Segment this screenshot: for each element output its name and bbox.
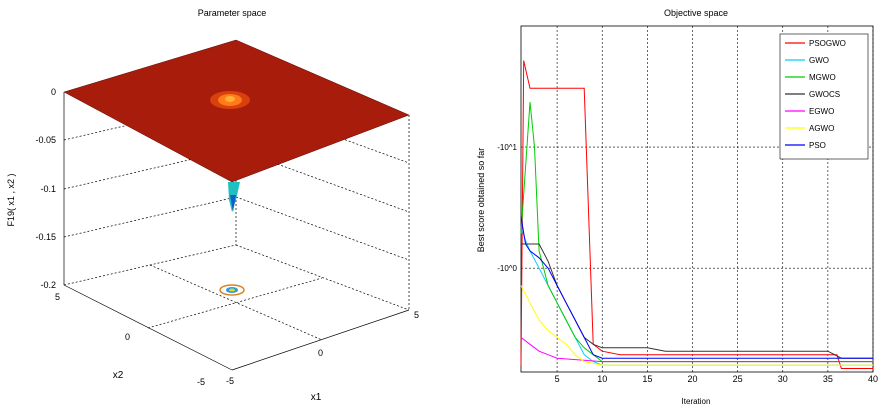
x2-ticks: 5 0 -5 [55, 292, 205, 387]
z-ticks: 0 -0.05 -0.1 -0.15 -0.2 [35, 87, 56, 290]
x1-axis-label: x1 [311, 392, 322, 403]
z-tick: 0 [51, 87, 56, 97]
x2-tick: 0 [125, 332, 130, 342]
x1-ticks: -5 0 5 [226, 310, 419, 386]
z-tick: -0.15 [35, 232, 56, 242]
z-tick: -0.05 [35, 135, 56, 145]
z-tick: -0.1 [40, 184, 56, 194]
x1-tick: 0 [318, 348, 323, 358]
x2-tick: 5 [55, 292, 60, 302]
surface [63, 39, 410, 212]
x1-tick: -5 [226, 376, 234, 386]
left-title: Parameter space [198, 8, 267, 18]
z-tick: -0.2 [40, 280, 56, 290]
z-axis-label: F19( x1 , x2 ) [6, 173, 16, 226]
x2-axis-label: x2 [113, 370, 124, 381]
x2-tick: -5 [197, 377, 205, 387]
floor-contour [219, 284, 245, 296]
x1-tick: 5 [414, 310, 419, 320]
